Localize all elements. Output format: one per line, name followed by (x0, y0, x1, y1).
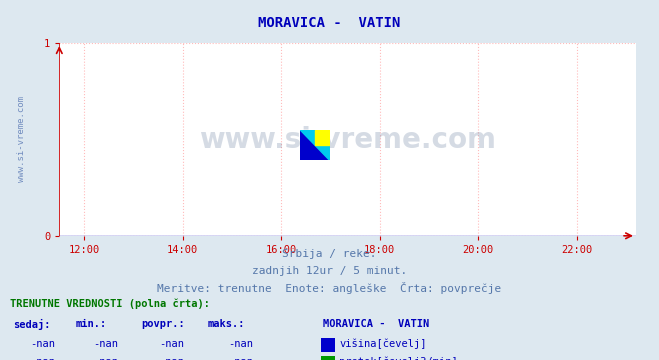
Text: MORAVICA -  VATIN: MORAVICA - VATIN (258, 17, 401, 30)
Polygon shape (300, 130, 330, 160)
Text: -nan: -nan (93, 339, 118, 349)
Text: Srbija / reke.: Srbija / reke. (282, 249, 377, 259)
Text: maks.:: maks.: (208, 319, 245, 329)
Text: zadnjih 12ur / 5 minut.: zadnjih 12ur / 5 minut. (252, 266, 407, 276)
Text: min.:: min.: (76, 319, 107, 329)
Text: -nan: -nan (93, 357, 118, 360)
Text: www.si-vreme.com: www.si-vreme.com (17, 96, 26, 183)
Polygon shape (315, 130, 330, 145)
Polygon shape (300, 130, 330, 160)
Text: povpr.:: povpr.: (142, 319, 185, 329)
Text: -nan: -nan (228, 357, 253, 360)
Text: višina[čevelj]: višina[čevelj] (339, 338, 427, 349)
Text: Meritve: trenutne  Enote: angleške  Črta: povprečje: Meritve: trenutne Enote: angleške Črta: … (158, 282, 501, 294)
Text: -nan: -nan (228, 339, 253, 349)
Text: -nan: -nan (30, 339, 55, 349)
Text: -nan: -nan (159, 357, 184, 360)
Text: -nan: -nan (159, 339, 184, 349)
Text: www.si-vreme.com: www.si-vreme.com (199, 126, 496, 153)
Text: sedaj:: sedaj: (13, 319, 51, 329)
Text: pretok[čevelj3/min]: pretok[čevelj3/min] (339, 356, 458, 360)
Text: -nan: -nan (30, 357, 55, 360)
Text: MORAVICA -  VATIN: MORAVICA - VATIN (323, 319, 429, 329)
Text: TRENUTNE VREDNOSTI (polna črta):: TRENUTNE VREDNOSTI (polna črta): (10, 299, 210, 310)
